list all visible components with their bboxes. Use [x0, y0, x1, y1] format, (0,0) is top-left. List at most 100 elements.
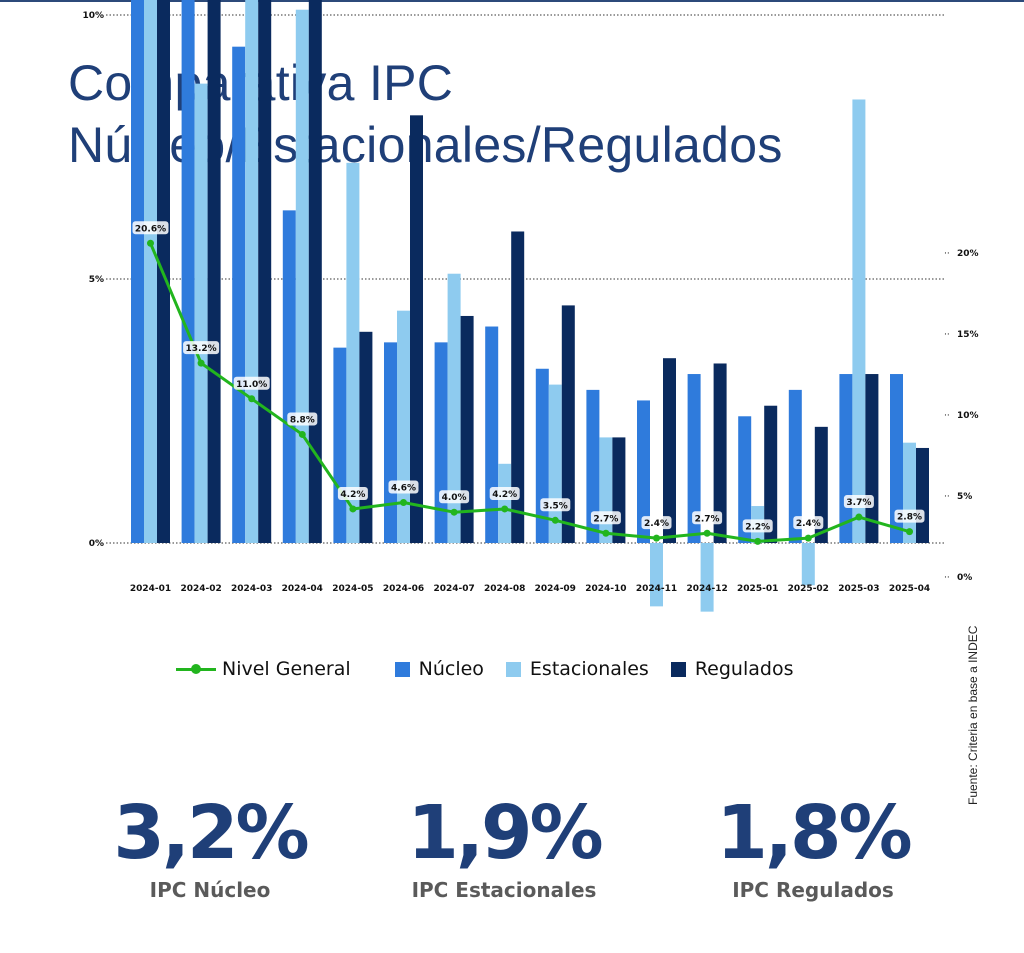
- nivel-general-point: [197, 359, 205, 367]
- x-tick-label: 2025-03: [838, 584, 879, 594]
- data-label: 8.8%: [290, 415, 315, 425]
- y-tick-label-right: 0%: [957, 573, 972, 583]
- data-label-bg: [641, 516, 672, 530]
- nivel-general-point: [248, 395, 256, 403]
- bar-regulados: [460, 315, 474, 543]
- y-tick-label-right: 5%: [957, 492, 972, 502]
- data-label-bg: [540, 498, 571, 512]
- bar-estacionales: [700, 543, 714, 612]
- data-label: 2.7%: [593, 514, 618, 524]
- x-tick-label: 2024-01: [130, 584, 171, 594]
- x-tick-label: 2024-02: [180, 584, 221, 594]
- data-label: 11.0%: [236, 380, 267, 390]
- nivel-general-point: [298, 430, 306, 438]
- data-label-bg: [388, 480, 419, 494]
- legend-item-nivel-general: Nivel General: [176, 658, 351, 680]
- y-tick-label-left: 0%: [89, 539, 104, 549]
- bar-regulados: [308, 0, 322, 544]
- kpi-value: 3,2%: [113, 790, 309, 876]
- bar-regulados: [410, 115, 423, 543]
- bar-estacionales: [245, 0, 259, 544]
- y-tick-label-right: 20%: [957, 249, 979, 259]
- data-label-bg: [183, 341, 220, 355]
- x-tick-label: 2025-04: [889, 584, 930, 594]
- bar-nucleo: [384, 342, 397, 543]
- square-swatch-icon: [394, 661, 410, 677]
- bar-nucleo: [282, 210, 296, 544]
- x-tick-label: 2024-05: [332, 584, 373, 594]
- bar-nucleo: [839, 374, 853, 543]
- x-tick-label: 2024-06: [383, 584, 424, 594]
- data-label-bg: [692, 511, 723, 525]
- legend-item-regulados: Regulados: [670, 658, 794, 680]
- data-label-bg: [843, 495, 874, 509]
- bar-regulados: [207, 0, 221, 543]
- y-tick-mark-right: ··: [944, 249, 950, 259]
- legend-label-regulados: Regulados: [694, 658, 794, 680]
- nivel-general-point: [703, 529, 711, 537]
- line-marker-icon: [176, 662, 216, 676]
- bar-regulados: [511, 231, 525, 544]
- legend-item-estacionales: Estacionales: [505, 658, 649, 680]
- bar-regulados: [713, 363, 727, 543]
- data-label-bg: [132, 221, 169, 235]
- nivel-general-point: [450, 508, 458, 516]
- bar-nucleo: [890, 374, 903, 543]
- bar-nucleo: [687, 374, 701, 543]
- bar-estacionales: [346, 162, 360, 543]
- x-tick-label: 2025-02: [788, 584, 829, 594]
- data-label: 13.2%: [185, 344, 216, 354]
- bar-regulados: [814, 426, 828, 543]
- x-tick-label: 2025-01: [737, 584, 778, 594]
- nivel-general-point: [653, 534, 660, 542]
- nivel-general-point: [501, 505, 509, 513]
- x-tick-label: 2024-07: [433, 584, 474, 594]
- top-border-line: [0, 0, 1024, 2]
- data-label: 2.7%: [695, 514, 720, 524]
- data-label: 4.2%: [340, 490, 365, 500]
- data-label: 2.2%: [745, 522, 770, 532]
- data-label: 3.5%: [543, 501, 568, 511]
- y-tick-label-left: 10%: [82, 11, 104, 21]
- data-label: 20.6%: [135, 224, 166, 234]
- bar-nucleo: [637, 400, 650, 543]
- data-label-bg: [489, 486, 520, 500]
- bar-estacionales: [144, 0, 157, 543]
- bar-regulados: [916, 447, 929, 543]
- kpi-label: IPC Regulados: [732, 878, 894, 902]
- kpi-label: IPC Núcleo: [149, 878, 271, 902]
- bar-estacionales: [852, 99, 866, 543]
- bar-estacionales: [447, 273, 461, 543]
- bar-regulados: [561, 305, 575, 543]
- y-tick-mark-right: ··: [944, 573, 950, 583]
- bar-estacionales: [903, 442, 916, 543]
- bar-estacionales: [397, 310, 410, 543]
- y-tick-label-right: 15%: [957, 330, 979, 340]
- data-label: 2.4%: [796, 519, 821, 529]
- legend-label-estacionales: Estacionales: [529, 658, 649, 680]
- nivel-general-point: [855, 513, 863, 521]
- x-tick-label: 2024-04: [282, 584, 323, 594]
- nivel-general-point: [754, 537, 762, 545]
- nivel-general-point: [349, 505, 357, 513]
- data-label-bg: [337, 486, 368, 500]
- bar-nucleo: [181, 0, 195, 543]
- data-label-bg: [742, 519, 773, 533]
- data-label-bg: [233, 376, 270, 390]
- y-tick-mark-right: ··: [944, 330, 950, 340]
- bar-nucleo: [434, 342, 448, 543]
- data-label: 2.4%: [644, 519, 669, 529]
- ipc-chart: 0%5%10%15%20%25%··0%··5%··10%··15%··20%2…: [82, 0, 979, 612]
- kpi-value: 1,9%: [407, 790, 603, 876]
- data-label-bg: [894, 509, 925, 523]
- kpi-label: IPC Estacionales: [411, 878, 597, 902]
- nivel-general-point: [906, 528, 913, 536]
- bar-regulados: [764, 405, 778, 543]
- y-tick-label-right: 10%: [957, 411, 979, 421]
- bar-regulados: [612, 437, 626, 543]
- legend-item-nucleo: Núcleo: [394, 658, 484, 680]
- nivel-general-point: [602, 529, 610, 537]
- x-tick-label: 2024-09: [535, 584, 576, 594]
- bar-nucleo: [738, 416, 752, 543]
- data-label-bg: [439, 490, 470, 504]
